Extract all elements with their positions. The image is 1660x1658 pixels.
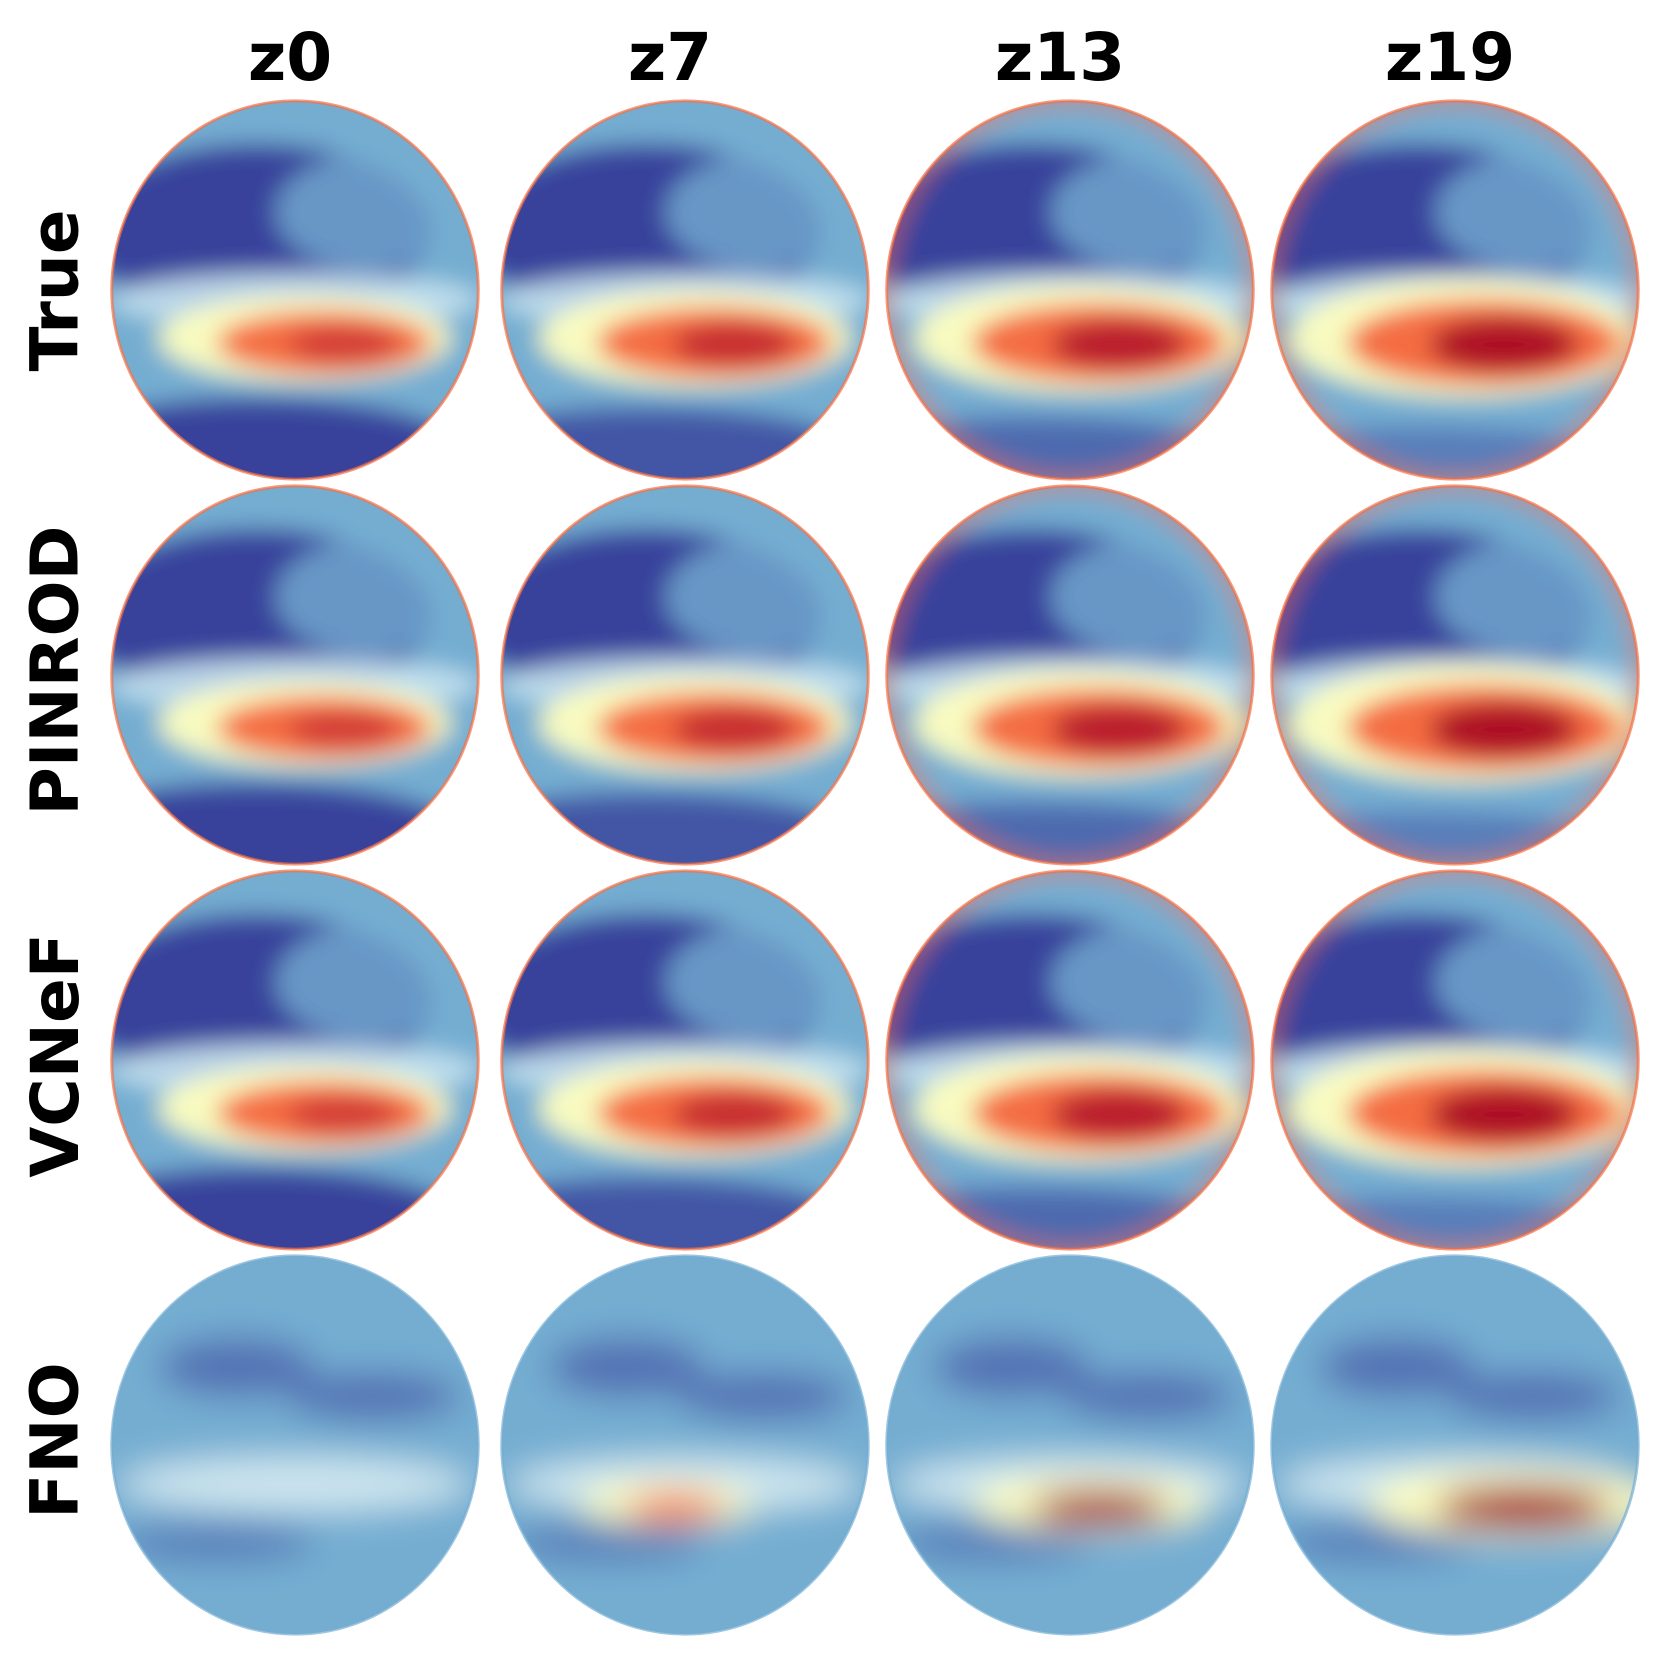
row-label-true: True <box>16 208 94 372</box>
column-header-z7: z7 <box>627 19 713 96</box>
heatmap-pinrod-z13 <box>875 480 1265 870</box>
column-header-z0: z0 <box>247 19 333 96</box>
row-label-vcnef: VCNeF <box>16 932 94 1178</box>
heatmap-vcnef-z7 <box>490 865 880 1255</box>
heatmap-true-z0 <box>100 95 490 485</box>
heatmap-fno-z19 <box>1260 1250 1650 1640</box>
heatmap-true-z13 <box>875 95 1265 485</box>
heatmap-true-z7 <box>490 95 880 485</box>
heatmap-vcnef-z0 <box>100 865 490 1255</box>
heatmap-pinrod-z19 <box>1260 480 1650 870</box>
heatmap-true-z19 <box>1260 95 1650 485</box>
heatmap-pinrod-z7 <box>490 480 880 870</box>
heatmap-fno-z7 <box>490 1250 880 1640</box>
column-header-z19: z19 <box>1384 19 1516 96</box>
heatmap-fno-z13 <box>875 1250 1265 1640</box>
heatmap-pinrod-z0 <box>100 480 490 870</box>
heatmap-vcnef-z13 <box>875 865 1265 1255</box>
heatmap-vcnef-z19 <box>1260 865 1650 1255</box>
row-label-pinrod: PINROD <box>16 525 94 815</box>
column-header-z13: z13 <box>994 19 1126 96</box>
heatmap-fno-z0 <box>100 1250 490 1640</box>
row-label-fno: FNO <box>16 1361 94 1519</box>
